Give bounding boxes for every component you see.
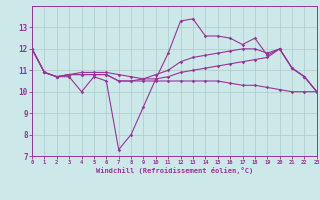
X-axis label: Windchill (Refroidissement éolien,°C): Windchill (Refroidissement éolien,°C) xyxy=(96,167,253,174)
